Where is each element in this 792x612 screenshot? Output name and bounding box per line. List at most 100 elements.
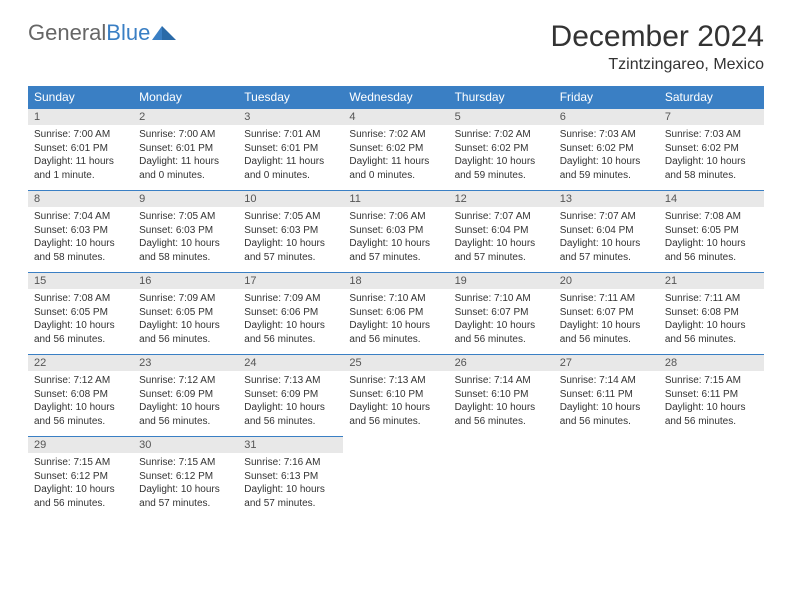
sunrise-value: Sunrise: 7:07 AM: [560, 210, 653, 224]
daylight-value: Daylight: 10 hours and 58 minutes.: [34, 237, 127, 264]
day-cell: 2Sunrise: 7:00 AMSunset: 6:01 PMDaylight…: [133, 108, 238, 190]
daylight-value: Daylight: 10 hours and 56 minutes.: [665, 401, 758, 428]
week-row: 15Sunrise: 7:08 AMSunset: 6:05 PMDayligh…: [28, 272, 764, 354]
sunrise-value: Sunrise: 7:03 AM: [665, 128, 758, 142]
day-number: 6: [554, 108, 659, 125]
daylight-value: Daylight: 10 hours and 56 minutes.: [139, 401, 232, 428]
daylight-value: Daylight: 10 hours and 56 minutes.: [244, 319, 337, 346]
day-body: Sunrise: 7:11 AMSunset: 6:07 PMDaylight:…: [554, 289, 659, 354]
day-body: Sunrise: 7:07 AMSunset: 6:04 PMDaylight:…: [554, 207, 659, 272]
day-number: 10: [238, 190, 343, 207]
daylight-value: Daylight: 10 hours and 56 minutes.: [349, 319, 442, 346]
logo-text-general: General: [28, 20, 106, 46]
day-number: 5: [449, 108, 554, 125]
sunset-value: Sunset: 6:09 PM: [244, 388, 337, 402]
sunrise-value: Sunrise: 7:04 AM: [34, 210, 127, 224]
day-cell: 24 Sunrise: 7:13 AMSunset: 6:09 PMDayligh…: [238, 354, 343, 436]
sunset-value: Sunset: 6:02 PM: [349, 142, 442, 156]
day-number: 4: [343, 108, 448, 125]
day-number: 18: [343, 272, 448, 289]
daylight-value: Daylight: 10 hours and 59 minutes.: [560, 155, 653, 182]
sunset-value: Sunset: 6:01 PM: [244, 142, 337, 156]
day-number: 19: [449, 272, 554, 289]
daylight-value: Daylight: 11 hours and 0 minutes.: [244, 155, 337, 182]
day-number: 16: [133, 272, 238, 289]
daylight-value: Daylight: 10 hours and 56 minutes.: [244, 401, 337, 428]
sunset-value: Sunset: 6:07 PM: [455, 306, 548, 320]
sunset-value: Sunset: 6:05 PM: [139, 306, 232, 320]
day-number: 28: [659, 354, 764, 371]
day-number: 25: [343, 354, 448, 371]
sunrise-value: Sunrise: 7:10 AM: [455, 292, 548, 306]
calendar-table: Sunday Monday Tuesday Wednesday Thursday…: [28, 86, 764, 518]
day-number: 9: [133, 190, 238, 207]
day-cell: 25Sunrise: 7:13 AMSunset: 6:10 PMDayligh…: [343, 354, 448, 436]
empty-cell: [343, 436, 448, 518]
day-cell: 19 Sunrise: 7:10 AMSunset: 6:07 PMDayligh…: [449, 272, 554, 354]
sunrise-value: Sunrise: 7:05 AM: [244, 210, 337, 224]
sunset-value: Sunset: 6:08 PM: [34, 388, 127, 402]
sunset-value: Sunset: 6:05 PM: [665, 224, 758, 238]
weekday-friday: Friday: [554, 86, 659, 108]
sunrise-value: Sunrise: 7:13 AM: [349, 374, 442, 388]
day-number: 29: [28, 436, 133, 453]
day-cell: 6Sunrise: 7:03 AMSunset: 6:02 PMDaylight…: [554, 108, 659, 190]
day-number: 12: [449, 190, 554, 207]
day-body: Sunrise: 7:10 AMSunset: 6:06 PMDaylight:…: [343, 289, 448, 354]
day-cell: 16Sunrise: 7:09 AMSunset: 6:05 PMDayligh…: [133, 272, 238, 354]
day-body: Sunrise: 7:00 AMSunset: 6:01 PMDaylight:…: [28, 125, 133, 190]
sunset-value: Sunset: 6:09 PM: [139, 388, 232, 402]
sunset-value: Sunset: 6:02 PM: [665, 142, 758, 156]
day-body: Sunrise: 7:09 AMSunset: 6:05 PMDaylight:…: [133, 289, 238, 354]
sunrise-value: Sunrise: 7:11 AM: [665, 292, 758, 306]
day-cell: 29Sunrise: 7:15 AMSunset: 6:12 PMDayligh…: [28, 436, 133, 518]
day-body: Sunrise: 7:01 AMSunset: 6:01 PMDaylight:…: [238, 125, 343, 190]
sunset-value: Sunset: 6:03 PM: [139, 224, 232, 238]
day-cell: 13Sunrise: 7:07 AMSunset: 6:04 PMDayligh…: [554, 190, 659, 272]
logo-text-blue: Blue: [106, 20, 150, 46]
day-cell: 5Sunrise: 7:02 AMSunset: 6:02 PMDaylight…: [449, 108, 554, 190]
daylight-value: Daylight: 10 hours and 57 minutes.: [244, 483, 337, 510]
sunrise-value: Sunrise: 7:13 AM: [244, 374, 337, 388]
day-cell: 27Sunrise: 7:14 AMSunset: 6:11 PMDayligh…: [554, 354, 659, 436]
weekday-sunday: Sunday: [28, 86, 133, 108]
week-row: 29Sunrise: 7:15 AMSunset: 6:12 PMDayligh…: [28, 436, 764, 518]
daylight-value: Daylight: 11 hours and 0 minutes.: [349, 155, 442, 182]
sunset-value: Sunset: 6:01 PM: [34, 142, 127, 156]
sunset-value: Sunset: 6:02 PM: [455, 142, 548, 156]
calendar-page: GeneralBlue December 2024 Tzintzingareo,…: [0, 0, 792, 528]
empty-cell: [449, 436, 554, 518]
sunrise-value: Sunrise: 7:06 AM: [349, 210, 442, 224]
day-body: Sunrise: 7:16 AMSunset: 6:13 PMDaylight:…: [238, 453, 343, 518]
day-number: 24: [238, 354, 343, 371]
weekday-thursday: Thursday: [449, 86, 554, 108]
day-number: 2: [133, 108, 238, 125]
day-cell: 12Sunrise: 7:07 AMSunset: 6:04 PMDayligh…: [449, 190, 554, 272]
day-body: Sunrise: 7:12 AMSunset: 6:08 PMDaylight:…: [28, 371, 133, 436]
day-number: 13: [554, 190, 659, 207]
day-number: 7: [659, 108, 764, 125]
sunrise-value: Sunrise: 7:00 AM: [34, 128, 127, 142]
sunrise-value: Sunrise: 7:07 AM: [455, 210, 548, 224]
sunrise-value: Sunrise: 7:16 AM: [244, 456, 337, 470]
daylight-value: Daylight: 10 hours and 57 minutes.: [560, 237, 653, 264]
sunset-value: Sunset: 6:08 PM: [665, 306, 758, 320]
day-cell: 30Sunrise: 7:15 AMSunset: 6:12 PMDayligh…: [133, 436, 238, 518]
day-number: 17: [238, 272, 343, 289]
week-row: 1Sunrise: 7:00 AMSunset: 6:01 PMDaylight…: [28, 108, 764, 190]
daylight-value: Daylight: 10 hours and 56 minutes.: [455, 319, 548, 346]
sunset-value: Sunset: 6:06 PM: [244, 306, 337, 320]
daylight-value: Daylight: 10 hours and 59 minutes.: [455, 155, 548, 182]
day-body: Sunrise: 7:06 AMSunset: 6:03 PMDaylight:…: [343, 207, 448, 272]
weekday-saturday: Saturday: [659, 86, 764, 108]
sunset-value: Sunset: 6:10 PM: [455, 388, 548, 402]
day-body: Sunrise: 7:13 AMSunset: 6:10 PMDaylight:…: [343, 371, 448, 436]
sunset-value: Sunset: 6:07 PM: [560, 306, 653, 320]
sunset-value: Sunset: 6:05 PM: [34, 306, 127, 320]
day-cell: 21Sunrise: 7:11 AMSunset: 6:08 PMDayligh…: [659, 272, 764, 354]
day-cell: 23Sunrise: 7:12 AMSunset: 6:09 PMDayligh…: [133, 354, 238, 436]
day-number: 20: [554, 272, 659, 289]
month-title: December 2024: [551, 20, 764, 54]
day-body: Sunrise: 7:03 AMSunset: 6:02 PMDaylight:…: [659, 125, 764, 190]
sunset-value: Sunset: 6:03 PM: [244, 224, 337, 238]
